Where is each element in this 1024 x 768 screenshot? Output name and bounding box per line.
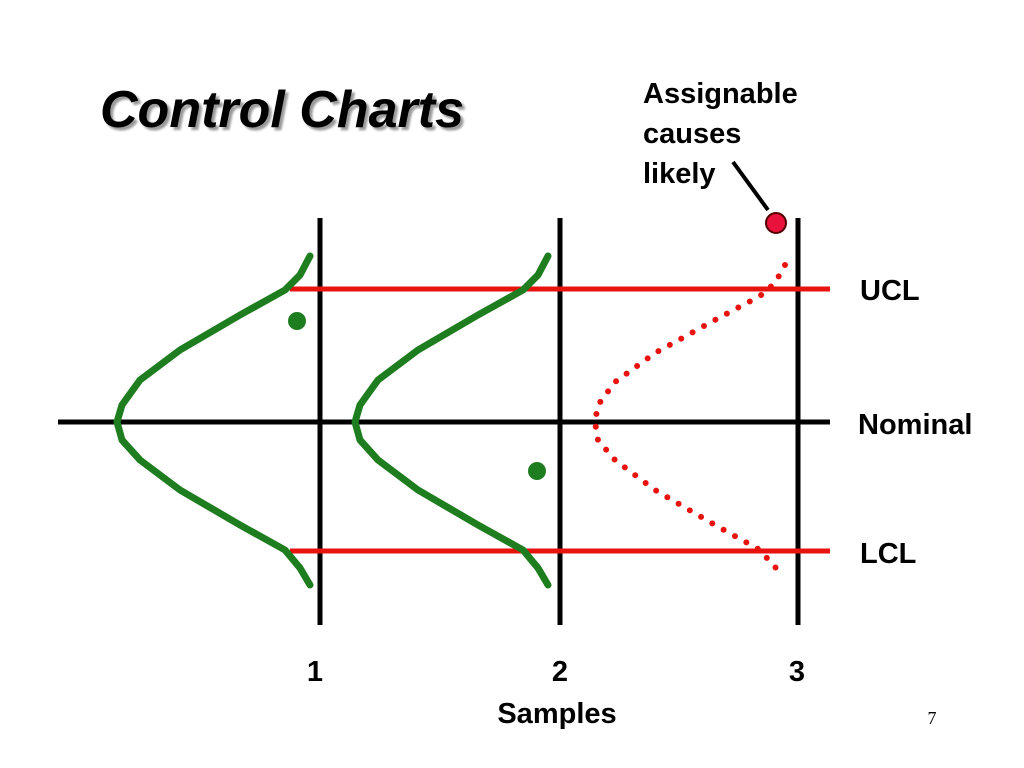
sample-label: 2 — [552, 656, 568, 688]
limit-label: Nominal — [858, 409, 972, 441]
sample-label: 1 — [307, 656, 323, 688]
axis-title: Samples — [497, 698, 616, 730]
out-of-control-point — [765, 212, 787, 234]
annotation-line: Assignable — [643, 78, 798, 110]
limit-label: UCL — [860, 275, 920, 307]
distribution-curve — [351, 252, 552, 589]
slide-title: Control Charts — [100, 81, 464, 139]
sample-point — [288, 312, 306, 330]
distribution-curve — [113, 252, 314, 589]
limit-label: LCL — [860, 538, 916, 570]
annotation-pointer — [731, 160, 770, 212]
annotation-line: causes — [643, 118, 741, 150]
sample-point — [528, 462, 546, 480]
page-number: 7 — [928, 708, 937, 728]
shifted-distribution — [591, 262, 788, 575]
sample-label: 3 — [789, 656, 805, 688]
annotation-line: likely — [643, 158, 716, 190]
